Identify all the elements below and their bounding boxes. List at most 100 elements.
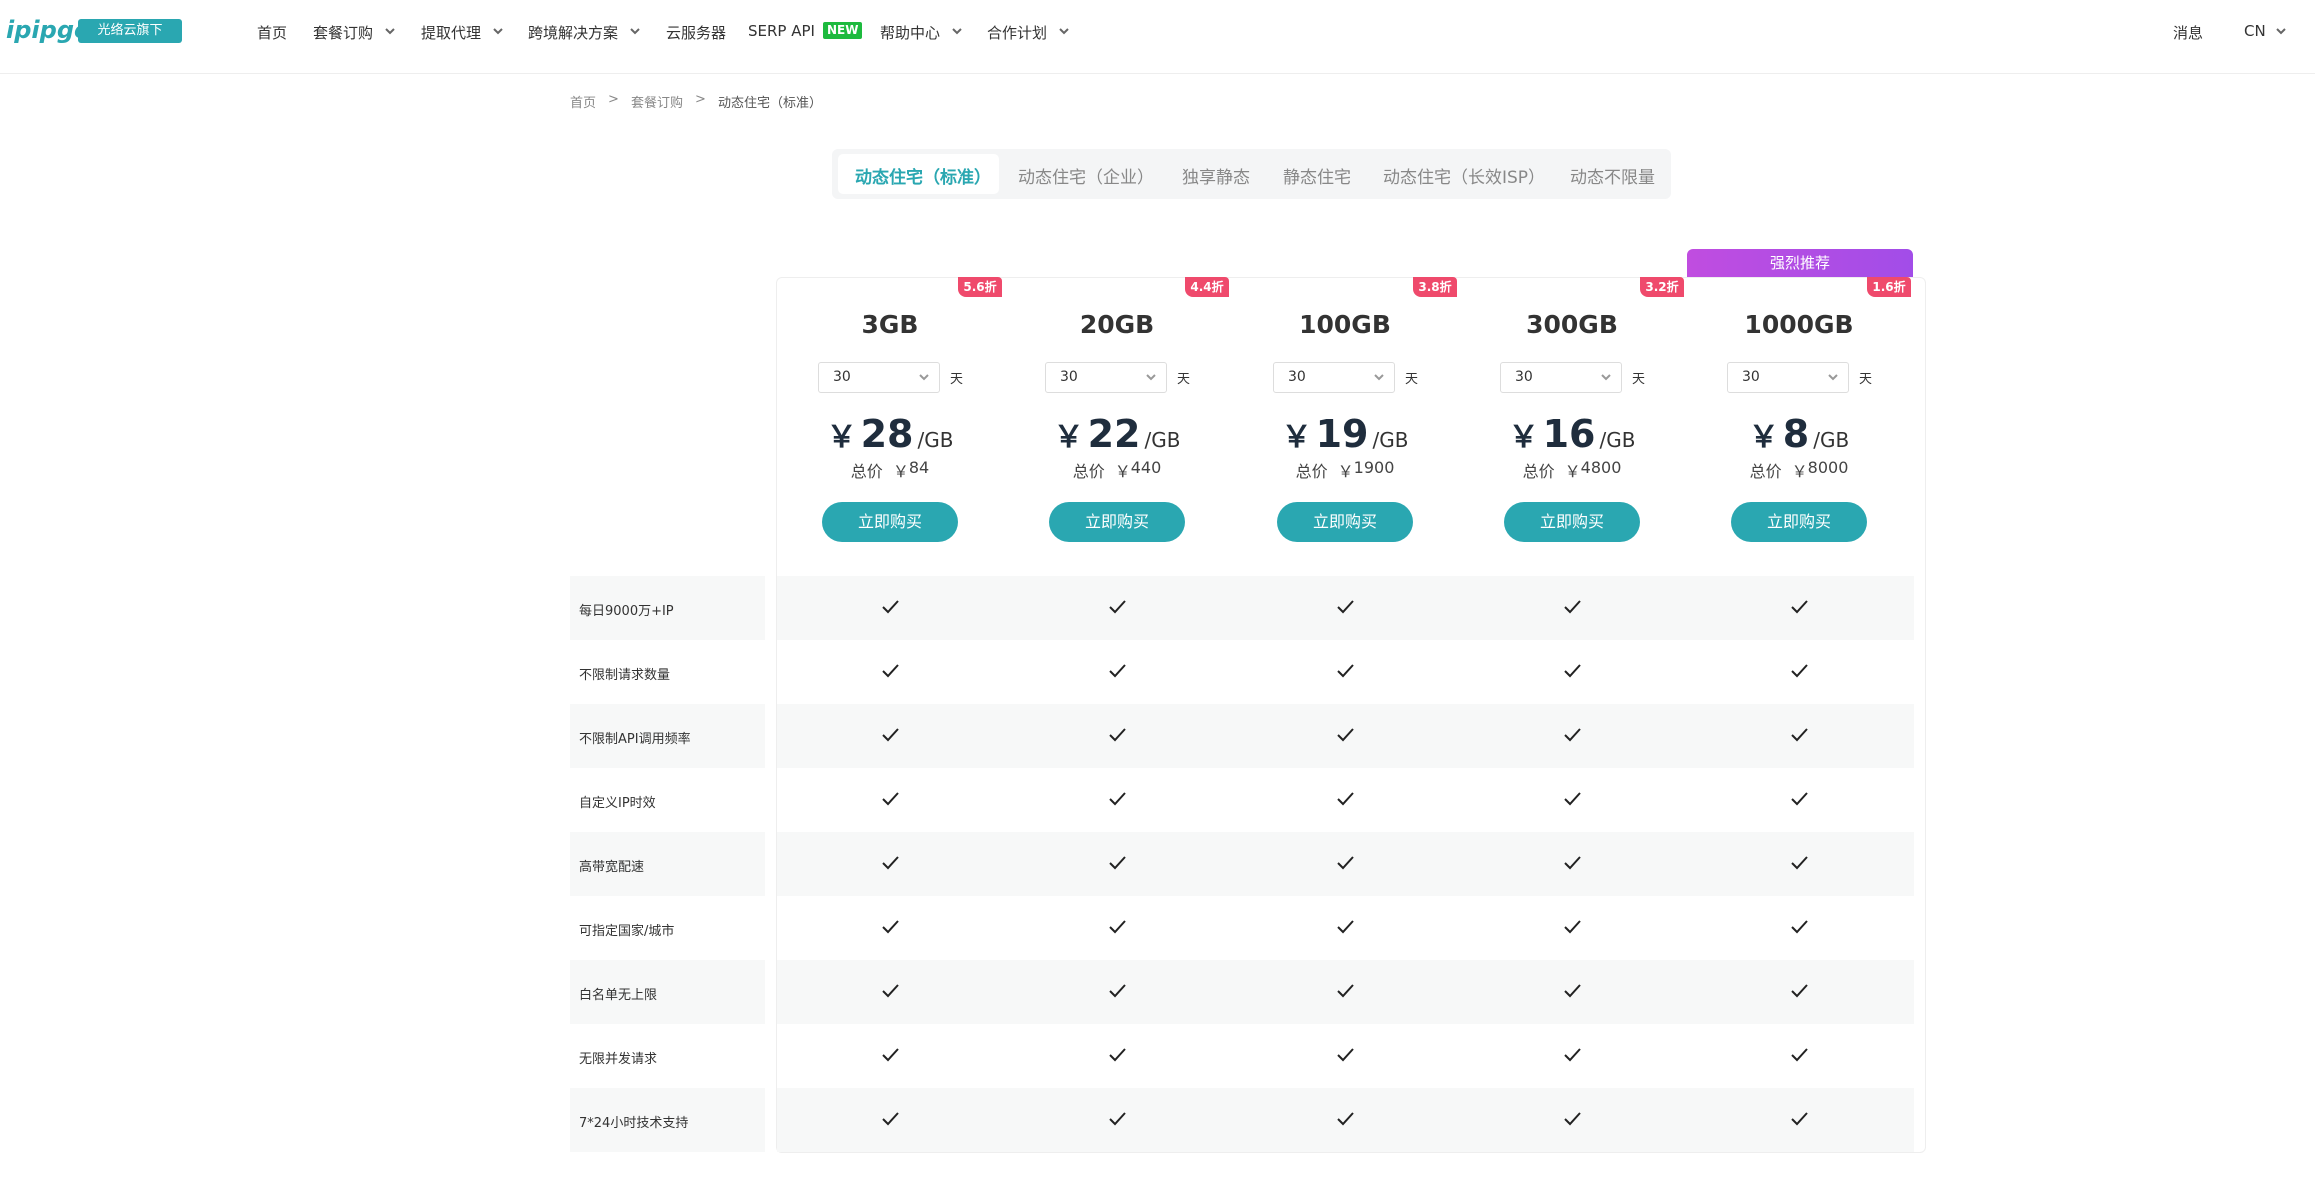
feature-name: 无限并发请求 bbox=[579, 1052, 658, 1067]
select-arrow bbox=[1146, 374, 1156, 381]
total-price: 8000 bbox=[1807, 458, 1849, 477]
total-row: 总价 ￥ 4800 bbox=[1452, 458, 1692, 482]
logo-badge: 光络云旗下 bbox=[78, 19, 182, 43]
check-icon bbox=[1109, 1112, 1126, 1126]
check-icon bbox=[1337, 1048, 1354, 1062]
feature-row-bg bbox=[570, 960, 765, 1024]
nav-item[interactable]: 套餐订购 bbox=[313, 24, 374, 42]
duration-select[interactable]: 30 bbox=[1727, 362, 1849, 393]
header-bar bbox=[0, 0, 2315, 74]
plan-name: 300GB bbox=[1526, 310, 1618, 339]
total-currency: ￥ bbox=[1337, 462, 1354, 481]
check-icon bbox=[1109, 856, 1126, 870]
price: 28 bbox=[860, 412, 914, 456]
check-icon bbox=[1564, 664, 1581, 678]
feature-name: 不限制API调用频率 bbox=[579, 732, 691, 747]
check-icon bbox=[1337, 600, 1354, 614]
buy-button[interactable]: 立即购买 bbox=[1504, 502, 1640, 542]
currency: ￥ bbox=[1508, 420, 1539, 455]
duration-value: 30 bbox=[833, 369, 851, 385]
price: 22 bbox=[1087, 412, 1141, 456]
total-price: 84 bbox=[908, 458, 930, 477]
check-icon bbox=[1791, 600, 1808, 614]
tab[interactable]: 动态不限量 bbox=[1570, 168, 1655, 188]
check-icon bbox=[882, 664, 899, 678]
check-icon bbox=[1791, 984, 1808, 998]
nav-item[interactable]: 合作计划 bbox=[987, 24, 1048, 42]
nav-item[interactable]: 云服务器 bbox=[666, 24, 727, 42]
buy-button[interactable]: 立即购买 bbox=[1277, 502, 1413, 542]
plan-name: 1000GB bbox=[1744, 310, 1854, 339]
tab[interactable]: 动态住宅（标准） bbox=[855, 168, 991, 188]
currency: ￥ bbox=[1053, 420, 1084, 455]
tab[interactable]: 动态住宅（长效ISP） bbox=[1383, 168, 1546, 188]
total-price: 1900 bbox=[1353, 458, 1395, 477]
buy-button[interactable]: 立即购买 bbox=[822, 502, 958, 542]
feature-row-bg bbox=[570, 576, 765, 640]
duration-select[interactable]: 30 bbox=[818, 362, 940, 393]
feature-name: 白名单无上限 bbox=[579, 988, 658, 1003]
feature-name: 不限制请求数量 bbox=[579, 668, 671, 683]
currency: ￥ bbox=[1281, 420, 1312, 455]
check-icon bbox=[1564, 792, 1581, 806]
total-currency: ￥ bbox=[1791, 462, 1808, 481]
total-currency: ￥ bbox=[892, 462, 909, 481]
currency: ￥ bbox=[826, 420, 857, 455]
nav-item[interactable]: 帮助中心 bbox=[880, 24, 941, 42]
plan-card bbox=[776, 277, 1926, 1153]
tab[interactable]: 静态住宅 bbox=[1283, 168, 1351, 188]
price-unit: /GB bbox=[1599, 428, 1636, 452]
nav-item[interactable]: 跨境解决方案 bbox=[528, 24, 619, 42]
nav-arrow bbox=[630, 28, 640, 35]
nav-arrow bbox=[1059, 28, 1069, 35]
buy-button[interactable]: 立即购买 bbox=[1049, 502, 1185, 542]
logo[interactable]: ipipgo bbox=[6, 16, 91, 44]
total-row: 总价 ￥ 1900 bbox=[1225, 458, 1465, 482]
check-icon bbox=[1564, 728, 1581, 742]
duration-select[interactable]: 30 bbox=[1045, 362, 1167, 393]
check-icon bbox=[882, 984, 899, 998]
price-row: ￥ 8/GB bbox=[1679, 412, 1919, 456]
check-icon bbox=[1109, 1048, 1126, 1062]
price: 16 bbox=[1542, 412, 1596, 456]
breadcrumb-item[interactable]: 套餐订购 bbox=[631, 96, 684, 111]
select-arrow bbox=[1601, 374, 1611, 381]
check-icon bbox=[882, 728, 899, 742]
discount-badge: 5.6折 bbox=[958, 277, 1002, 297]
check-icon bbox=[1337, 920, 1354, 934]
check-icon bbox=[1564, 1048, 1581, 1062]
nav-language[interactable]: CN bbox=[2244, 22, 2266, 40]
price-unit: /GB bbox=[1372, 428, 1409, 452]
nav-messages[interactable]: 消息 bbox=[2173, 24, 2204, 42]
check-icon bbox=[1791, 1048, 1808, 1062]
breadcrumb-separator: > bbox=[608, 92, 619, 107]
price-row: ￥ 16/GB bbox=[1452, 412, 1692, 456]
total-row: 总价 ￥ 84 bbox=[770, 458, 1010, 482]
check-icon bbox=[1564, 600, 1581, 614]
tab[interactable]: 动态住宅（企业） bbox=[1018, 168, 1154, 188]
buy-button[interactable]: 立即购买 bbox=[1731, 502, 1867, 542]
check-icon bbox=[882, 856, 899, 870]
total-price: 4800 bbox=[1580, 458, 1622, 477]
breadcrumb-item[interactable]: 首页 bbox=[570, 96, 597, 111]
nav-arrow bbox=[385, 28, 395, 35]
feature-row-bg bbox=[570, 832, 765, 896]
check-icon bbox=[1337, 728, 1354, 742]
discount-badge: 4.4折 bbox=[1185, 277, 1229, 297]
breadcrumb-item: 动态住宅（标准） bbox=[718, 96, 823, 111]
check-icon bbox=[882, 1112, 899, 1126]
price-unit: /GB bbox=[1144, 428, 1181, 452]
check-icon bbox=[1791, 1112, 1808, 1126]
nav-item[interactable]: 提取代理 bbox=[421, 24, 482, 42]
check-icon bbox=[1791, 664, 1808, 678]
check-icon bbox=[1337, 1112, 1354, 1126]
duration-select[interactable]: 30 bbox=[1500, 362, 1622, 393]
tab[interactable]: 独享静态 bbox=[1182, 168, 1250, 188]
nav-item[interactable]: SERP API bbox=[748, 22, 815, 40]
day-unit: 天 bbox=[1177, 372, 1191, 387]
duration-select[interactable]: 30 bbox=[1273, 362, 1395, 393]
nav-item[interactable]: 首页 bbox=[257, 24, 288, 42]
plan-name: 100GB bbox=[1299, 310, 1391, 339]
